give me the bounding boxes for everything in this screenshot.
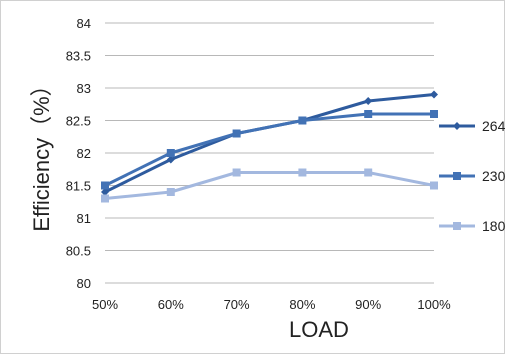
series-180 <box>101 168 438 203</box>
data-point <box>166 188 175 196</box>
legend-label: 230 <box>482 168 505 184</box>
x-tick-label: 80% <box>289 297 315 312</box>
data-point <box>166 155 175 164</box>
data-point <box>364 97 373 105</box>
data-point <box>298 116 307 125</box>
data-point <box>364 168 373 177</box>
series-lines <box>101 90 438 203</box>
x-tick-label: 90% <box>355 297 381 312</box>
y-tick-label: 80 <box>77 276 91 291</box>
data-point <box>232 129 241 138</box>
gridlines <box>105 22 434 284</box>
y-tick-label: 83 <box>77 81 91 96</box>
x-tick-label: 100% <box>417 297 451 312</box>
x-tick-label: 60% <box>158 297 184 312</box>
x-axis-label: LOAD <box>289 317 349 342</box>
data-point <box>101 194 109 203</box>
series-264 <box>101 90 438 196</box>
legend-item-264: 264 <box>439 118 505 134</box>
series-230 <box>101 110 438 190</box>
legend-item-180: 180 <box>439 218 505 234</box>
data-point <box>364 110 373 118</box>
y-tick-label: 82.5 <box>66 114 91 129</box>
data-point <box>430 110 438 118</box>
data-point <box>101 188 109 196</box>
data-point <box>232 168 241 177</box>
y-tick-label: 81 <box>77 211 91 226</box>
x-tick-label: 70% <box>224 297 250 312</box>
legend: 264 230 180 <box>439 118 505 234</box>
legend-marker <box>453 222 461 230</box>
y-axis-label: Efficiency（%） <box>29 74 54 231</box>
legend-item-230: 230 <box>439 168 505 184</box>
x-tick-label: 50% <box>92 297 118 312</box>
x-tick-labels: 50% 60% 70% 80% 90% 100% <box>92 297 451 312</box>
y-tick-label: 80.5 <box>66 244 91 259</box>
data-point <box>430 181 438 190</box>
series-line <box>104 171 435 200</box>
legend-marker <box>453 122 461 130</box>
y-tick-label: 81.5 <box>66 179 91 194</box>
y-tick-label: 83.5 <box>66 49 91 64</box>
legend-label: 180 <box>482 218 505 234</box>
data-point <box>166 149 175 157</box>
series-line <box>104 112 434 187</box>
data-point <box>101 181 109 190</box>
legend-label: 264 <box>482 118 505 134</box>
y-tick-label: 82 <box>77 146 91 161</box>
series-line <box>104 93 435 194</box>
data-point <box>430 90 438 99</box>
y-tick-label: 84 <box>77 16 91 31</box>
legend-marker <box>453 172 461 180</box>
y-tick-labels: 80 80.5 81 81.5 82 82.5 83 83.5 84 <box>66 16 91 291</box>
data-point <box>298 168 307 177</box>
